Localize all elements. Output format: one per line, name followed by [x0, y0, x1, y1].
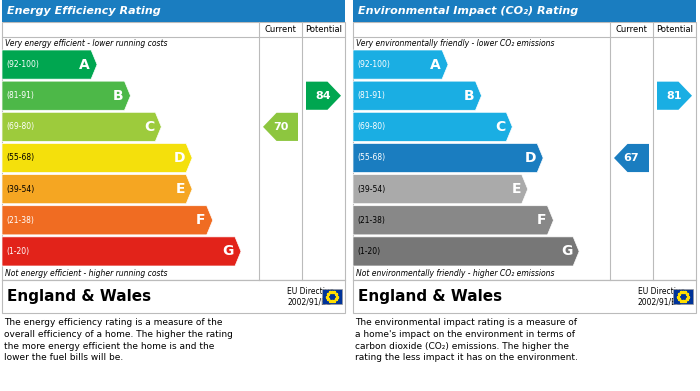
- Text: D: D: [525, 151, 536, 165]
- Text: England & Wales: England & Wales: [7, 289, 151, 304]
- Text: (92-100): (92-100): [357, 60, 390, 69]
- Text: (69-80): (69-80): [6, 122, 34, 131]
- Text: C: C: [144, 120, 154, 134]
- Text: A: A: [430, 57, 441, 72]
- Text: Very energy efficient - lower running costs: Very energy efficient - lower running co…: [5, 38, 167, 47]
- Text: B: B: [464, 89, 475, 103]
- Polygon shape: [657, 82, 692, 110]
- Text: B: B: [113, 89, 123, 103]
- Text: (39-54): (39-54): [6, 185, 34, 194]
- Bar: [2, 280, 345, 313]
- Bar: [353, 0, 696, 22]
- Polygon shape: [2, 112, 161, 142]
- Text: EU Directive
2002/91/EC: EU Directive 2002/91/EC: [638, 287, 685, 306]
- Text: (1-20): (1-20): [357, 247, 380, 256]
- Polygon shape: [2, 237, 241, 266]
- Polygon shape: [353, 81, 482, 110]
- Text: D: D: [174, 151, 186, 165]
- FancyBboxPatch shape: [322, 289, 342, 304]
- Polygon shape: [614, 144, 649, 172]
- Text: EU Directive
2002/91/EC: EU Directive 2002/91/EC: [287, 287, 334, 306]
- Polygon shape: [353, 50, 448, 79]
- Text: (69-80): (69-80): [357, 122, 385, 131]
- Text: G: G: [561, 244, 572, 258]
- Polygon shape: [263, 113, 298, 141]
- Bar: [2, 22, 345, 280]
- Text: (39-54): (39-54): [357, 185, 385, 194]
- Text: (55-68): (55-68): [357, 154, 385, 163]
- Polygon shape: [2, 81, 130, 110]
- Text: Current: Current: [265, 25, 296, 34]
- Text: Potential: Potential: [656, 25, 693, 34]
- Text: (1-20): (1-20): [6, 247, 29, 256]
- Text: England & Wales: England & Wales: [358, 289, 502, 304]
- Polygon shape: [2, 174, 192, 204]
- Text: 67: 67: [624, 153, 639, 163]
- Polygon shape: [2, 206, 213, 235]
- Text: 70: 70: [273, 122, 288, 132]
- Text: G: G: [223, 244, 234, 258]
- Polygon shape: [353, 143, 543, 172]
- Text: F: F: [537, 213, 547, 227]
- Text: E: E: [176, 182, 186, 196]
- Polygon shape: [353, 237, 579, 266]
- Text: 84: 84: [316, 91, 331, 101]
- Polygon shape: [353, 112, 512, 142]
- Polygon shape: [306, 82, 341, 110]
- Text: Potential: Potential: [305, 25, 342, 34]
- Bar: [2, 0, 345, 22]
- Text: (81-91): (81-91): [6, 91, 34, 100]
- Text: A: A: [79, 57, 90, 72]
- Text: E: E: [511, 182, 521, 196]
- Text: Environmental Impact (CO₂) Rating: Environmental Impact (CO₂) Rating: [358, 6, 578, 16]
- Text: (92-100): (92-100): [6, 60, 39, 69]
- Text: (21-38): (21-38): [357, 216, 385, 225]
- Text: Current: Current: [615, 25, 648, 34]
- Text: Very environmentally friendly - lower CO₂ emissions: Very environmentally friendly - lower CO…: [356, 38, 554, 47]
- Text: (21-38): (21-38): [6, 216, 34, 225]
- Bar: [353, 22, 696, 280]
- Text: F: F: [196, 213, 206, 227]
- Text: 81: 81: [666, 91, 682, 101]
- Polygon shape: [353, 174, 528, 204]
- Polygon shape: [2, 50, 97, 79]
- Text: C: C: [495, 120, 505, 134]
- FancyBboxPatch shape: [673, 289, 693, 304]
- Text: Energy Efficiency Rating: Energy Efficiency Rating: [7, 6, 161, 16]
- Polygon shape: [2, 143, 192, 172]
- Text: The energy efficiency rating is a measure of the
overall efficiency of a home. T: The energy efficiency rating is a measur…: [4, 318, 233, 362]
- Text: Not environmentally friendly - higher CO₂ emissions: Not environmentally friendly - higher CO…: [356, 269, 554, 278]
- Text: The environmental impact rating is a measure of
a home's impact on the environme: The environmental impact rating is a mea…: [355, 318, 578, 362]
- Text: (81-91): (81-91): [357, 91, 385, 100]
- Bar: [353, 280, 696, 313]
- Text: (55-68): (55-68): [6, 154, 34, 163]
- Text: Not energy efficient - higher running costs: Not energy efficient - higher running co…: [5, 269, 167, 278]
- Polygon shape: [353, 206, 554, 235]
